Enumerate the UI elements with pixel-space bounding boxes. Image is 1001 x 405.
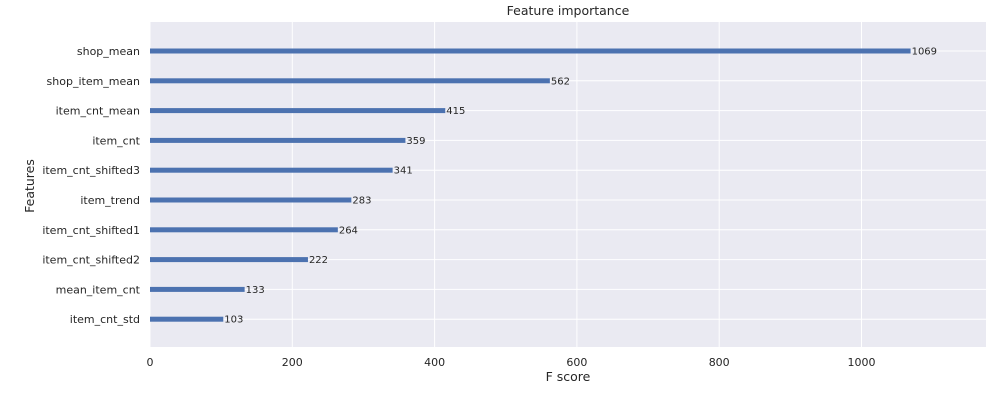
bar-item_cnt_std bbox=[150, 316, 224, 322]
bar-value-label: 264 bbox=[339, 225, 358, 236]
bar-shop_item_mean bbox=[150, 78, 550, 84]
bar-shop_mean bbox=[150, 48, 911, 54]
bar-value-label: 283 bbox=[352, 196, 371, 207]
x-tick-label: 1000 bbox=[847, 356, 875, 369]
x-axis-label: F score bbox=[546, 369, 591, 384]
bar-value-label: 222 bbox=[309, 255, 328, 266]
data-labels: 1069 562 415 359 341 283 264 222 133 103 bbox=[224, 47, 937, 326]
bar-item_cnt_shifted2 bbox=[150, 257, 308, 263]
y-axis-label: Features bbox=[22, 159, 37, 213]
y-tick-label: item_trend bbox=[80, 194, 140, 207]
y-tick-labels: shop_mean shop_item_mean item_cnt_meanitem… bbox=[42, 45, 140, 326]
x-tick-label: 600 bbox=[566, 356, 587, 369]
y-tick-label: shop_item_mean bbox=[47, 75, 140, 88]
plot-area bbox=[150, 22, 986, 347]
bar-item_cnt bbox=[150, 137, 406, 143]
bar-item_trend bbox=[150, 197, 352, 203]
bars bbox=[150, 48, 911, 322]
x-tick-labels: 0 200 400 600 800 1000 bbox=[147, 356, 876, 369]
y-tick-label: mean_item_cnt bbox=[56, 283, 141, 296]
y-tick-label: shop_mean bbox=[77, 45, 140, 58]
bar-value-label: 133 bbox=[246, 285, 265, 296]
y-tick-label: item_cnt bbox=[92, 134, 140, 147]
bar-value-label: 103 bbox=[224, 315, 243, 326]
x-tick-label: 400 bbox=[424, 356, 445, 369]
y-tick-label: item_cnt_shifted3 bbox=[42, 164, 140, 177]
bar-value-label: 359 bbox=[406, 136, 425, 147]
y-tick-label: item_cnt_std bbox=[70, 313, 140, 326]
bar-item_cnt_shifted1 bbox=[150, 227, 338, 233]
bar-value-label: 1069 bbox=[912, 47, 937, 58]
y-tick-label: item_cnt_shifted2 bbox=[42, 254, 140, 267]
bar-mean_item_cnt bbox=[150, 286, 245, 292]
bar-value-label: 341 bbox=[394, 166, 413, 177]
bar-value-label: 562 bbox=[551, 76, 570, 87]
x-tick-label: 800 bbox=[709, 356, 730, 369]
bar-item_cnt_mean bbox=[150, 108, 446, 114]
y-tick-label: item_cnt_mean bbox=[56, 105, 140, 118]
x-tick-label: 0 bbox=[147, 356, 154, 369]
bar-item_cnt_shifted3 bbox=[150, 167, 393, 173]
x-tick-label: 200 bbox=[282, 356, 303, 369]
chart-title: Feature importance bbox=[507, 3, 630, 18]
bar-value-label: 415 bbox=[446, 106, 465, 117]
y-tick-label: item_cnt_shifted1 bbox=[42, 224, 140, 237]
